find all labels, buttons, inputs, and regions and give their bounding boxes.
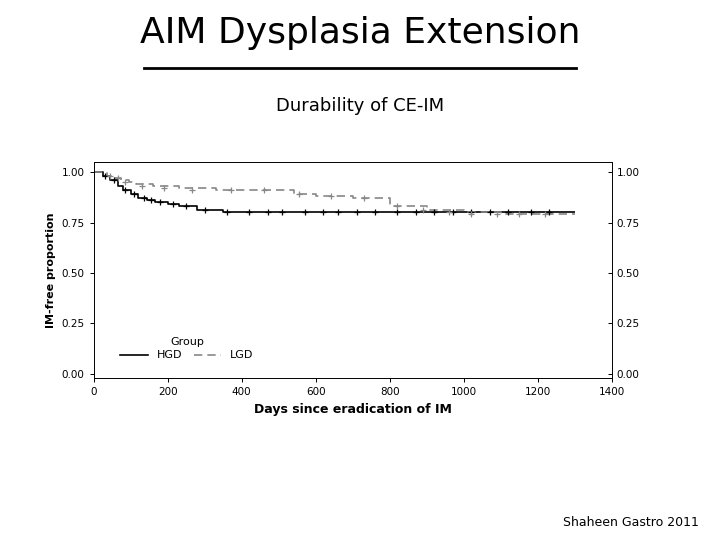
Legend: HGD, LGD: HGD, LGD	[114, 332, 259, 366]
X-axis label: Days since eradication of IM: Days since eradication of IM	[254, 403, 451, 416]
Text: Durability of CE-IM: Durability of CE-IM	[276, 97, 444, 115]
Text: AIM Dysplasia Extension: AIM Dysplasia Extension	[140, 16, 580, 50]
Text: Shaheen Gastro 2011: Shaheen Gastro 2011	[562, 516, 698, 529]
Y-axis label: IM-free proportion: IM-free proportion	[46, 212, 56, 328]
